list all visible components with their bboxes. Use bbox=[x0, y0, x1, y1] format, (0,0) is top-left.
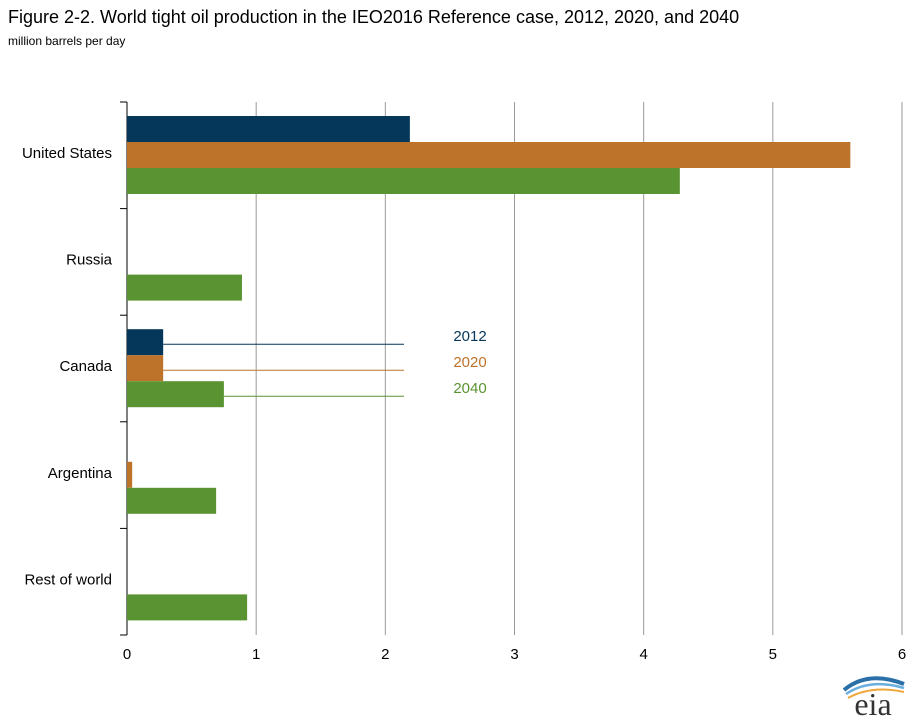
bar bbox=[127, 329, 164, 356]
x-tick-label: 4 bbox=[639, 646, 647, 663]
svg-text:eia: eia bbox=[854, 686, 891, 718]
chart-title: Figure 2-2. World tight oil production i… bbox=[8, 7, 740, 27]
x-tick-label: 5 bbox=[769, 646, 777, 663]
bar bbox=[127, 168, 680, 194]
bar bbox=[127, 274, 242, 301]
x-tick-label: 2 bbox=[381, 646, 389, 663]
chart-subtitle: million barrels per day bbox=[8, 34, 126, 48]
category-label: Canada bbox=[59, 358, 112, 375]
bar bbox=[127, 594, 248, 621]
bar bbox=[127, 461, 133, 488]
x-tick-label: 0 bbox=[123, 646, 131, 663]
x-tick-label: 1 bbox=[252, 646, 260, 663]
bar bbox=[127, 487, 217, 514]
category-label: Russia bbox=[66, 252, 113, 269]
bar bbox=[127, 381, 224, 408]
x-tick-label: 3 bbox=[510, 646, 518, 663]
bar bbox=[127, 142, 851, 168]
eia-logo-icon: eia bbox=[842, 676, 905, 718]
x-tick-label: 6 bbox=[898, 646, 906, 663]
legend-label: 2040 bbox=[453, 380, 486, 397]
legend-label: 2012 bbox=[453, 328, 486, 345]
bar bbox=[127, 116, 410, 142]
category-label: United States bbox=[22, 145, 112, 162]
category-label: Argentina bbox=[48, 465, 113, 482]
bar bbox=[127, 355, 164, 382]
legend-label: 2020 bbox=[453, 354, 486, 371]
category-label: Rest of world bbox=[24, 571, 112, 588]
